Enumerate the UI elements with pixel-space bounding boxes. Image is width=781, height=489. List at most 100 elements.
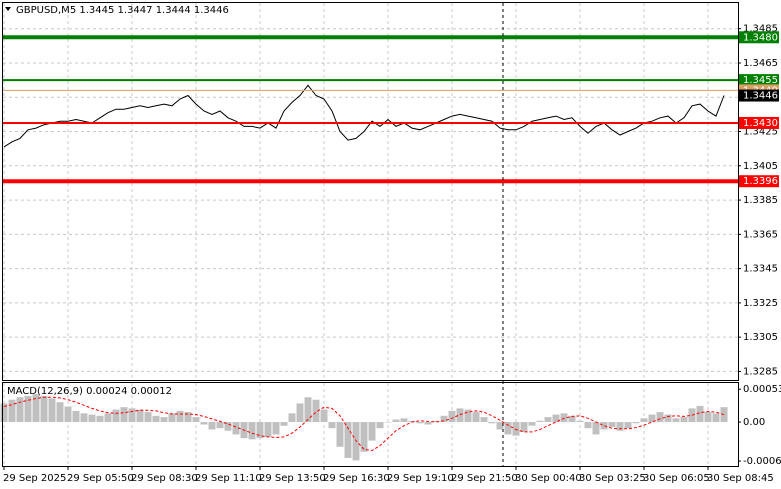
level-label-box — [739, 31, 779, 44]
macd-bar — [0, 403, 8, 423]
macd-bar — [704, 412, 712, 423]
macd-bar — [72, 410, 80, 423]
macd-bar — [600, 422, 608, 430]
x-tick-label: 29 Sep 21:50 — [451, 473, 518, 484]
macd-bar — [472, 412, 480, 423]
mark-layer — [0, 35, 738, 461]
macd-bar — [136, 409, 144, 423]
macd-bar — [680, 417, 688, 423]
macd-bar — [552, 414, 560, 423]
macd-bar — [440, 415, 448, 423]
macd-bar — [376, 422, 384, 429]
macd-bar — [464, 409, 472, 423]
x-tick-label: 29 Sep 11:10 — [195, 473, 262, 484]
macd-bar — [616, 422, 624, 431]
macd-bar — [312, 399, 320, 423]
macd-bar — [576, 420, 584, 423]
macd-bar — [296, 403, 304, 423]
y-tick-label: 0.00053 — [743, 384, 781, 395]
macd-bar — [712, 413, 720, 423]
macd-bar — [432, 420, 440, 423]
macd-bar — [224, 422, 232, 431]
macd-bar — [128, 408, 136, 423]
macd-bar — [360, 422, 368, 452]
main-frame — [2, 2, 739, 381]
level-label: 1.3430 — [743, 118, 778, 129]
macd-bar — [192, 417, 200, 423]
level-label-box — [739, 175, 779, 188]
macd-bar — [368, 422, 376, 441]
y-tick-label: 1.3485 — [743, 24, 778, 35]
macd-bar — [584, 422, 592, 429]
x-tick-label: 29 Sep 05:50 — [67, 473, 134, 484]
level-label-box — [739, 74, 779, 87]
macd-bar — [304, 397, 312, 423]
macd-bar — [400, 418, 408, 423]
macd-bar — [104, 413, 112, 423]
y-tick-label: 1.3285 — [743, 366, 778, 377]
macd-bar — [328, 422, 336, 429]
macd-bar — [208, 422, 216, 430]
y-tick-label: 1.3365 — [743, 229, 778, 240]
macd-bar — [88, 414, 96, 423]
macd-bar — [256, 422, 264, 439]
y-tick-label: 0.00 — [743, 417, 765, 428]
macd-bar — [448, 410, 456, 423]
grid-layer — [3, 3, 741, 466]
macd-bar — [160, 417, 168, 423]
macd-bar — [32, 394, 40, 423]
y-tick-label: 1.3385 — [743, 195, 778, 206]
macd-bar — [216, 422, 224, 429]
macd-bar — [536, 420, 544, 423]
macd-bar — [152, 415, 160, 423]
level-label: 1.3480 — [743, 32, 778, 43]
macd-bar — [640, 418, 648, 423]
macd-bar — [608, 422, 616, 427]
macd-bar — [80, 413, 88, 423]
x-tick-label: 29 Sep 19:10 — [387, 473, 454, 484]
macd-bar — [200, 422, 208, 425]
macd-bar — [672, 418, 680, 423]
macd-bar — [232, 422, 240, 435]
y-tick-label: -0.00063 — [743, 456, 781, 467]
macd-bar — [112, 409, 120, 423]
macd-bar — [120, 407, 128, 423]
macd-bar — [40, 396, 48, 423]
x-tick-label: 29 Sep 16:30 — [323, 473, 390, 484]
macd-bar — [336, 422, 344, 447]
macd-bar — [384, 422, 392, 423]
macd-bar — [544, 417, 552, 423]
macd-bar — [512, 422, 520, 436]
macd-bar — [504, 422, 512, 435]
y-tick-label: 1.3425 — [743, 127, 778, 138]
x-tick-label: 29 Sep 08:30 — [131, 473, 198, 484]
macd-bar — [8, 399, 16, 423]
y-tick-label: 1.3305 — [743, 332, 778, 343]
macd-bar — [288, 413, 296, 423]
macd-bar — [168, 413, 176, 423]
macd-bar — [632, 422, 640, 424]
x-tick-label: 30 Sep 03:25 — [579, 473, 646, 484]
chart-title: GBPUSD,M5 1.3445 1.3447 1.3444 1.3446 — [16, 5, 229, 16]
macd-bar — [416, 422, 424, 424]
macd-bar — [624, 422, 632, 429]
macd-bar — [456, 408, 464, 423]
macd-bar — [392, 419, 400, 423]
y-tick-label: 1.3345 — [743, 264, 778, 275]
macd-bar — [648, 414, 656, 423]
macd-bar — [176, 410, 184, 423]
macd-bar — [664, 414, 672, 423]
macd-bar — [248, 422, 256, 440]
macd-bar — [344, 422, 352, 458]
label-layer: 1.34851.34651.34451.34251.34051.33851.33… — [3, 24, 781, 484]
x-tick-label: 30 Sep 00:40 — [515, 473, 582, 484]
macd-bar — [16, 397, 24, 423]
macd-bar — [568, 415, 576, 423]
y-tick-label: 1.3465 — [743, 58, 778, 69]
macd-bar — [144, 412, 152, 423]
y-tick-label: 1.3325 — [743, 298, 778, 309]
macd-bar — [696, 405, 704, 423]
macd-bar — [424, 422, 432, 425]
